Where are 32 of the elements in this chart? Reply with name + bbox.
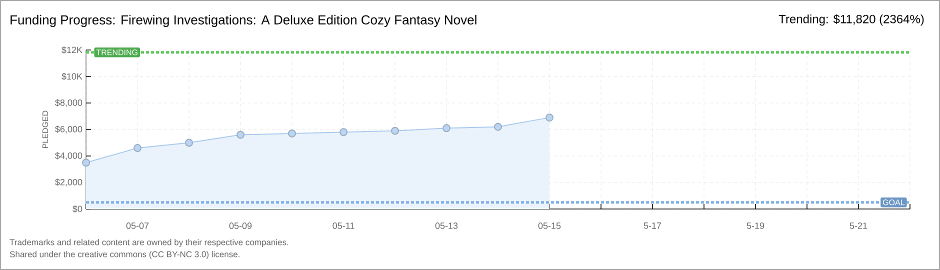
x-tick-label: 05-07	[126, 222, 149, 229]
x-tick-label: 5-19	[746, 222, 764, 229]
x-tick-label: 5-17	[644, 222, 662, 229]
y-tick-label: $12K	[62, 46, 82, 54]
point	[546, 114, 554, 122]
point	[494, 122, 502, 131]
point	[288, 129, 296, 138]
text: Shared under the creative commons (CC BY-NC 3.0) license.	[10, 251, 240, 259]
x-tick-label: 05-15	[538, 222, 561, 229]
y-tick-label: $2,000	[55, 178, 82, 186]
y-axis-title: PLEDGED	[42, 110, 48, 148]
x-tick-label: 05-11	[332, 222, 354, 229]
point	[185, 138, 194, 147]
point	[340, 128, 348, 136]
y-tick-label: $10K	[62, 72, 82, 80]
point	[391, 126, 400, 135]
x-tick-label: 05-13	[435, 222, 458, 229]
y-tick-label: $8,000	[55, 99, 82, 107]
point	[442, 124, 451, 132]
point	[236, 130, 245, 139]
text: Trademarks and related content are owned by their respective companies.	[10, 239, 288, 247]
ref-line-label: TRENDING	[96, 50, 138, 56]
point	[134, 144, 142, 152]
text: Trending: $11,820 (2364%)	[778, 14, 924, 26]
chart-title: Funding Progress: Firewing Investigations: A Deluxe Edition Cozy Fantasy Novel	[10, 14, 476, 28]
y-tick-label: $6,000	[55, 126, 82, 134]
y-tick-label: $0	[72, 205, 82, 213]
point	[82, 158, 90, 167]
x-tick-label: 05-09	[229, 222, 252, 229]
ref-line-label: GOAL	[882, 200, 905, 206]
y-tick-label: $4,000	[55, 152, 82, 160]
x-tick-label: 5-21	[850, 222, 868, 229]
